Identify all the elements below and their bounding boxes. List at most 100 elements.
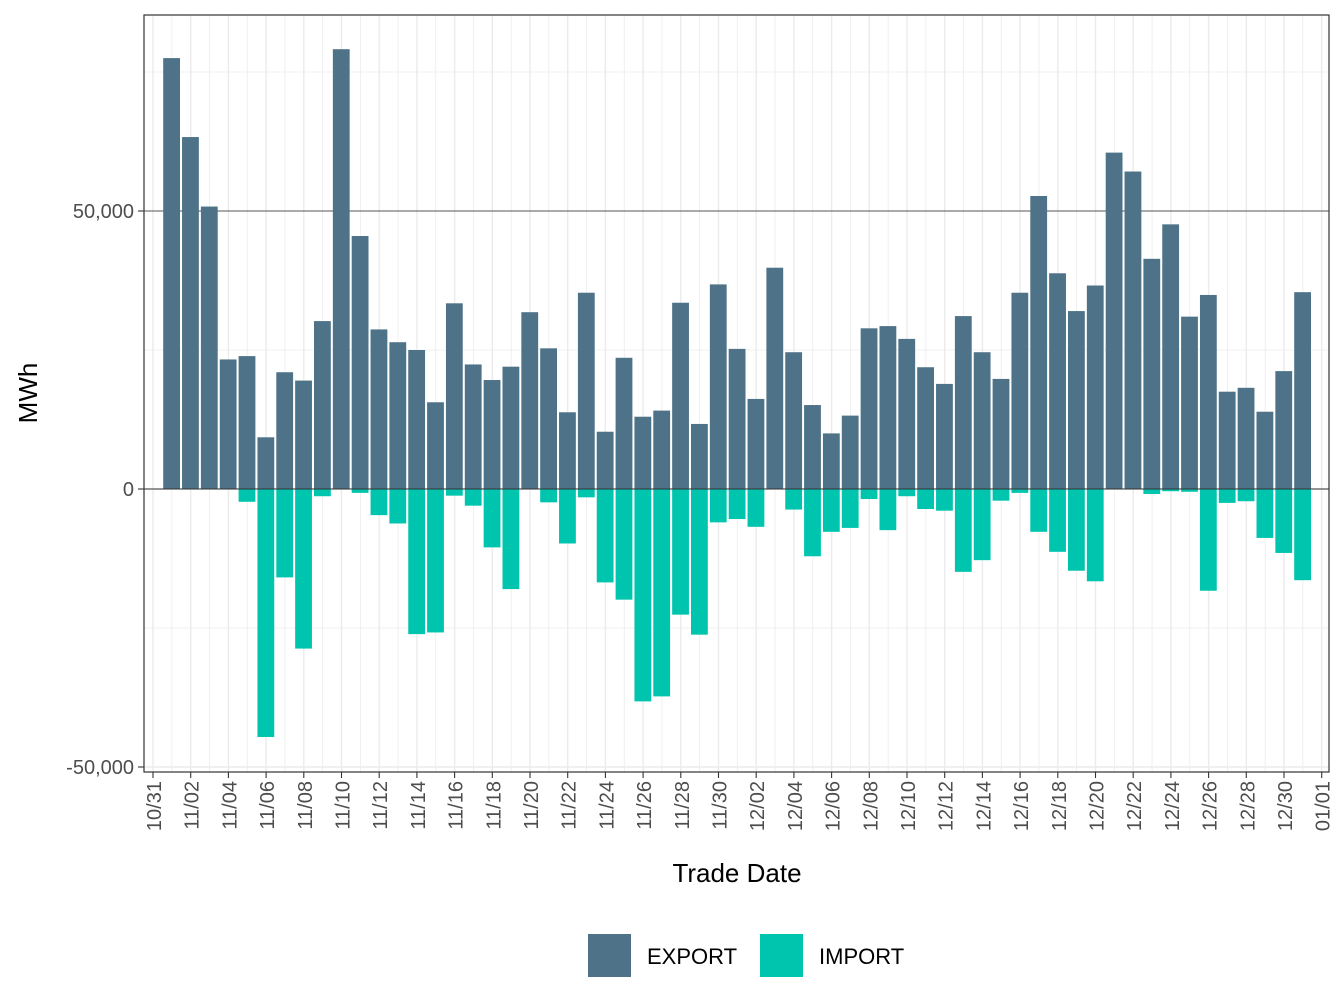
bar-import-11-26: [634, 489, 652, 702]
bar-export-11-10: [332, 49, 350, 489]
bar-import-12-07: [841, 489, 859, 528]
bar-import-11-07: [276, 489, 294, 578]
x-tick-label: 12/08: [860, 781, 882, 831]
bar-export-12-18: [1049, 273, 1066, 489]
bar-export-11-29: [691, 423, 708, 489]
bar-import-11-05: [238, 489, 256, 502]
bar-export-11-30: [709, 284, 727, 489]
bar-import-12-23: [1143, 489, 1161, 495]
y-axis-title: MWh: [13, 363, 43, 424]
y-tick-label: 0: [123, 479, 134, 501]
bar-export-11-03: [200, 206, 218, 489]
legend-label-export: EXPORT: [647, 944, 737, 969]
bar-export-11-21: [540, 348, 557, 489]
x-tick-label: 12/16: [1011, 781, 1033, 831]
x-tick-label: 10/31: [144, 781, 166, 831]
plot-border: [143, 14, 1330, 773]
bar-export-11-22: [559, 412, 576, 489]
bar-export-11-18: [483, 380, 501, 489]
x-tick-label: 12/14: [973, 781, 995, 831]
bar-import-12-26: [1199, 489, 1217, 591]
bar-import-12-14: [973, 489, 991, 561]
bar-import-12-15: [992, 489, 1010, 501]
bar-import-12-27: [1218, 489, 1236, 503]
bar-export-11-28: [672, 302, 689, 489]
bar-import-12-24: [1162, 489, 1180, 492]
bar-export-12-19: [1068, 311, 1085, 489]
bar-import-11-25: [615, 489, 633, 600]
bar-import-12-12: [936, 489, 953, 511]
bar-export-12-06: [822, 433, 840, 489]
bar-export-11-16: [445, 303, 463, 489]
y-tick-label: -50,000: [66, 757, 134, 779]
bar-export-11-07: [276, 372, 294, 489]
bar-export-12-23: [1143, 258, 1161, 489]
bar-export-12-17: [1030, 195, 1048, 489]
bar-export-12-08: [860, 328, 878, 489]
bar-import-12-04: [785, 489, 803, 510]
bar-export-12-04: [785, 352, 803, 489]
x-tick-label: 11/24: [596, 781, 618, 830]
bar-import-12-06: [822, 489, 840, 532]
x-axis: 10/31 11/02 11/04 11/06 11/08 11/10 11/12 11/14…: [144, 772, 1335, 831]
legend-swatch-import: [760, 934, 803, 977]
x-tick-label: 12/22: [1124, 781, 1146, 831]
bar-export-12-16: [1011, 292, 1029, 489]
x-tick-label: 12/02: [747, 781, 769, 831]
x-axis-title: Trade Date: [672, 858, 801, 888]
x-tick-label: 12/28: [1237, 781, 1259, 831]
x-tick-label: 12/26: [1200, 781, 1222, 831]
bar-import-12-31: [1294, 489, 1311, 581]
x-tick-label: 11/30: [710, 781, 732, 830]
bar-export-11-27: [653, 410, 671, 489]
bar-import-11-22: [559, 489, 576, 544]
bar-export-12-11: [917, 367, 934, 489]
bar-import-12-16: [1011, 489, 1029, 493]
bar-export-12-27: [1218, 391, 1236, 489]
bar-export-12-31: [1294, 292, 1311, 489]
bar-export-12-24: [1162, 224, 1180, 489]
x-tick-label: 11/02: [182, 781, 204, 830]
bar-export-11-23: [577, 292, 595, 489]
x-tick-label: 12/18: [1049, 781, 1071, 831]
bar-export-12-15: [992, 378, 1010, 489]
bar-import-11-09: [314, 489, 331, 497]
legend-label-import: IMPORT: [819, 944, 904, 969]
y-tick-label: 50,000: [73, 201, 134, 223]
x-tick-label: 11/12: [370, 781, 392, 830]
bar-import-12-11: [917, 489, 934, 510]
bar-import-11-18: [483, 489, 501, 548]
bar-import-12-02: [747, 489, 765, 527]
bar-export-11-08: [295, 380, 312, 489]
x-tick-label: 11/26: [634, 781, 656, 830]
x-tick-label: 12/06: [823, 781, 845, 831]
legend-swatch-export: [588, 934, 631, 977]
bar-export-11-20: [521, 312, 539, 489]
bar-import-12-01: [728, 489, 746, 520]
bar-export-11-06: [257, 437, 275, 489]
bar-export-12-26: [1199, 294, 1217, 489]
bar-import-11-08: [295, 489, 312, 649]
x-tick-label: 12/12: [936, 781, 958, 831]
bar-export-11-01: [163, 58, 180, 489]
bar-import-11-23: [577, 489, 595, 498]
bar-export-11-14: [408, 350, 426, 489]
bar-export-11-25: [615, 357, 633, 489]
bar-export-11-26: [634, 416, 652, 489]
bar-import-11-15: [427, 489, 444, 633]
bar-import-11-16: [445, 489, 463, 496]
x-tick-label: 11/04: [219, 781, 241, 830]
bar-import-12-08: [860, 489, 878, 500]
bar-import-12-10: [898, 489, 916, 497]
bar-export-12-14: [973, 352, 991, 489]
x-tick-label: 11/22: [559, 781, 581, 830]
bar-export-12-20: [1086, 285, 1104, 489]
bar-import-12-19: [1068, 489, 1085, 571]
bar-import-12-28: [1237, 489, 1255, 502]
bar-export-12-12: [936, 383, 953, 489]
bar-export-12-03: [766, 267, 784, 489]
x-tick-label: 12/04: [785, 781, 807, 831]
x-tick-label: 11/28: [672, 781, 694, 830]
bar-export-12-25: [1181, 316, 1198, 489]
